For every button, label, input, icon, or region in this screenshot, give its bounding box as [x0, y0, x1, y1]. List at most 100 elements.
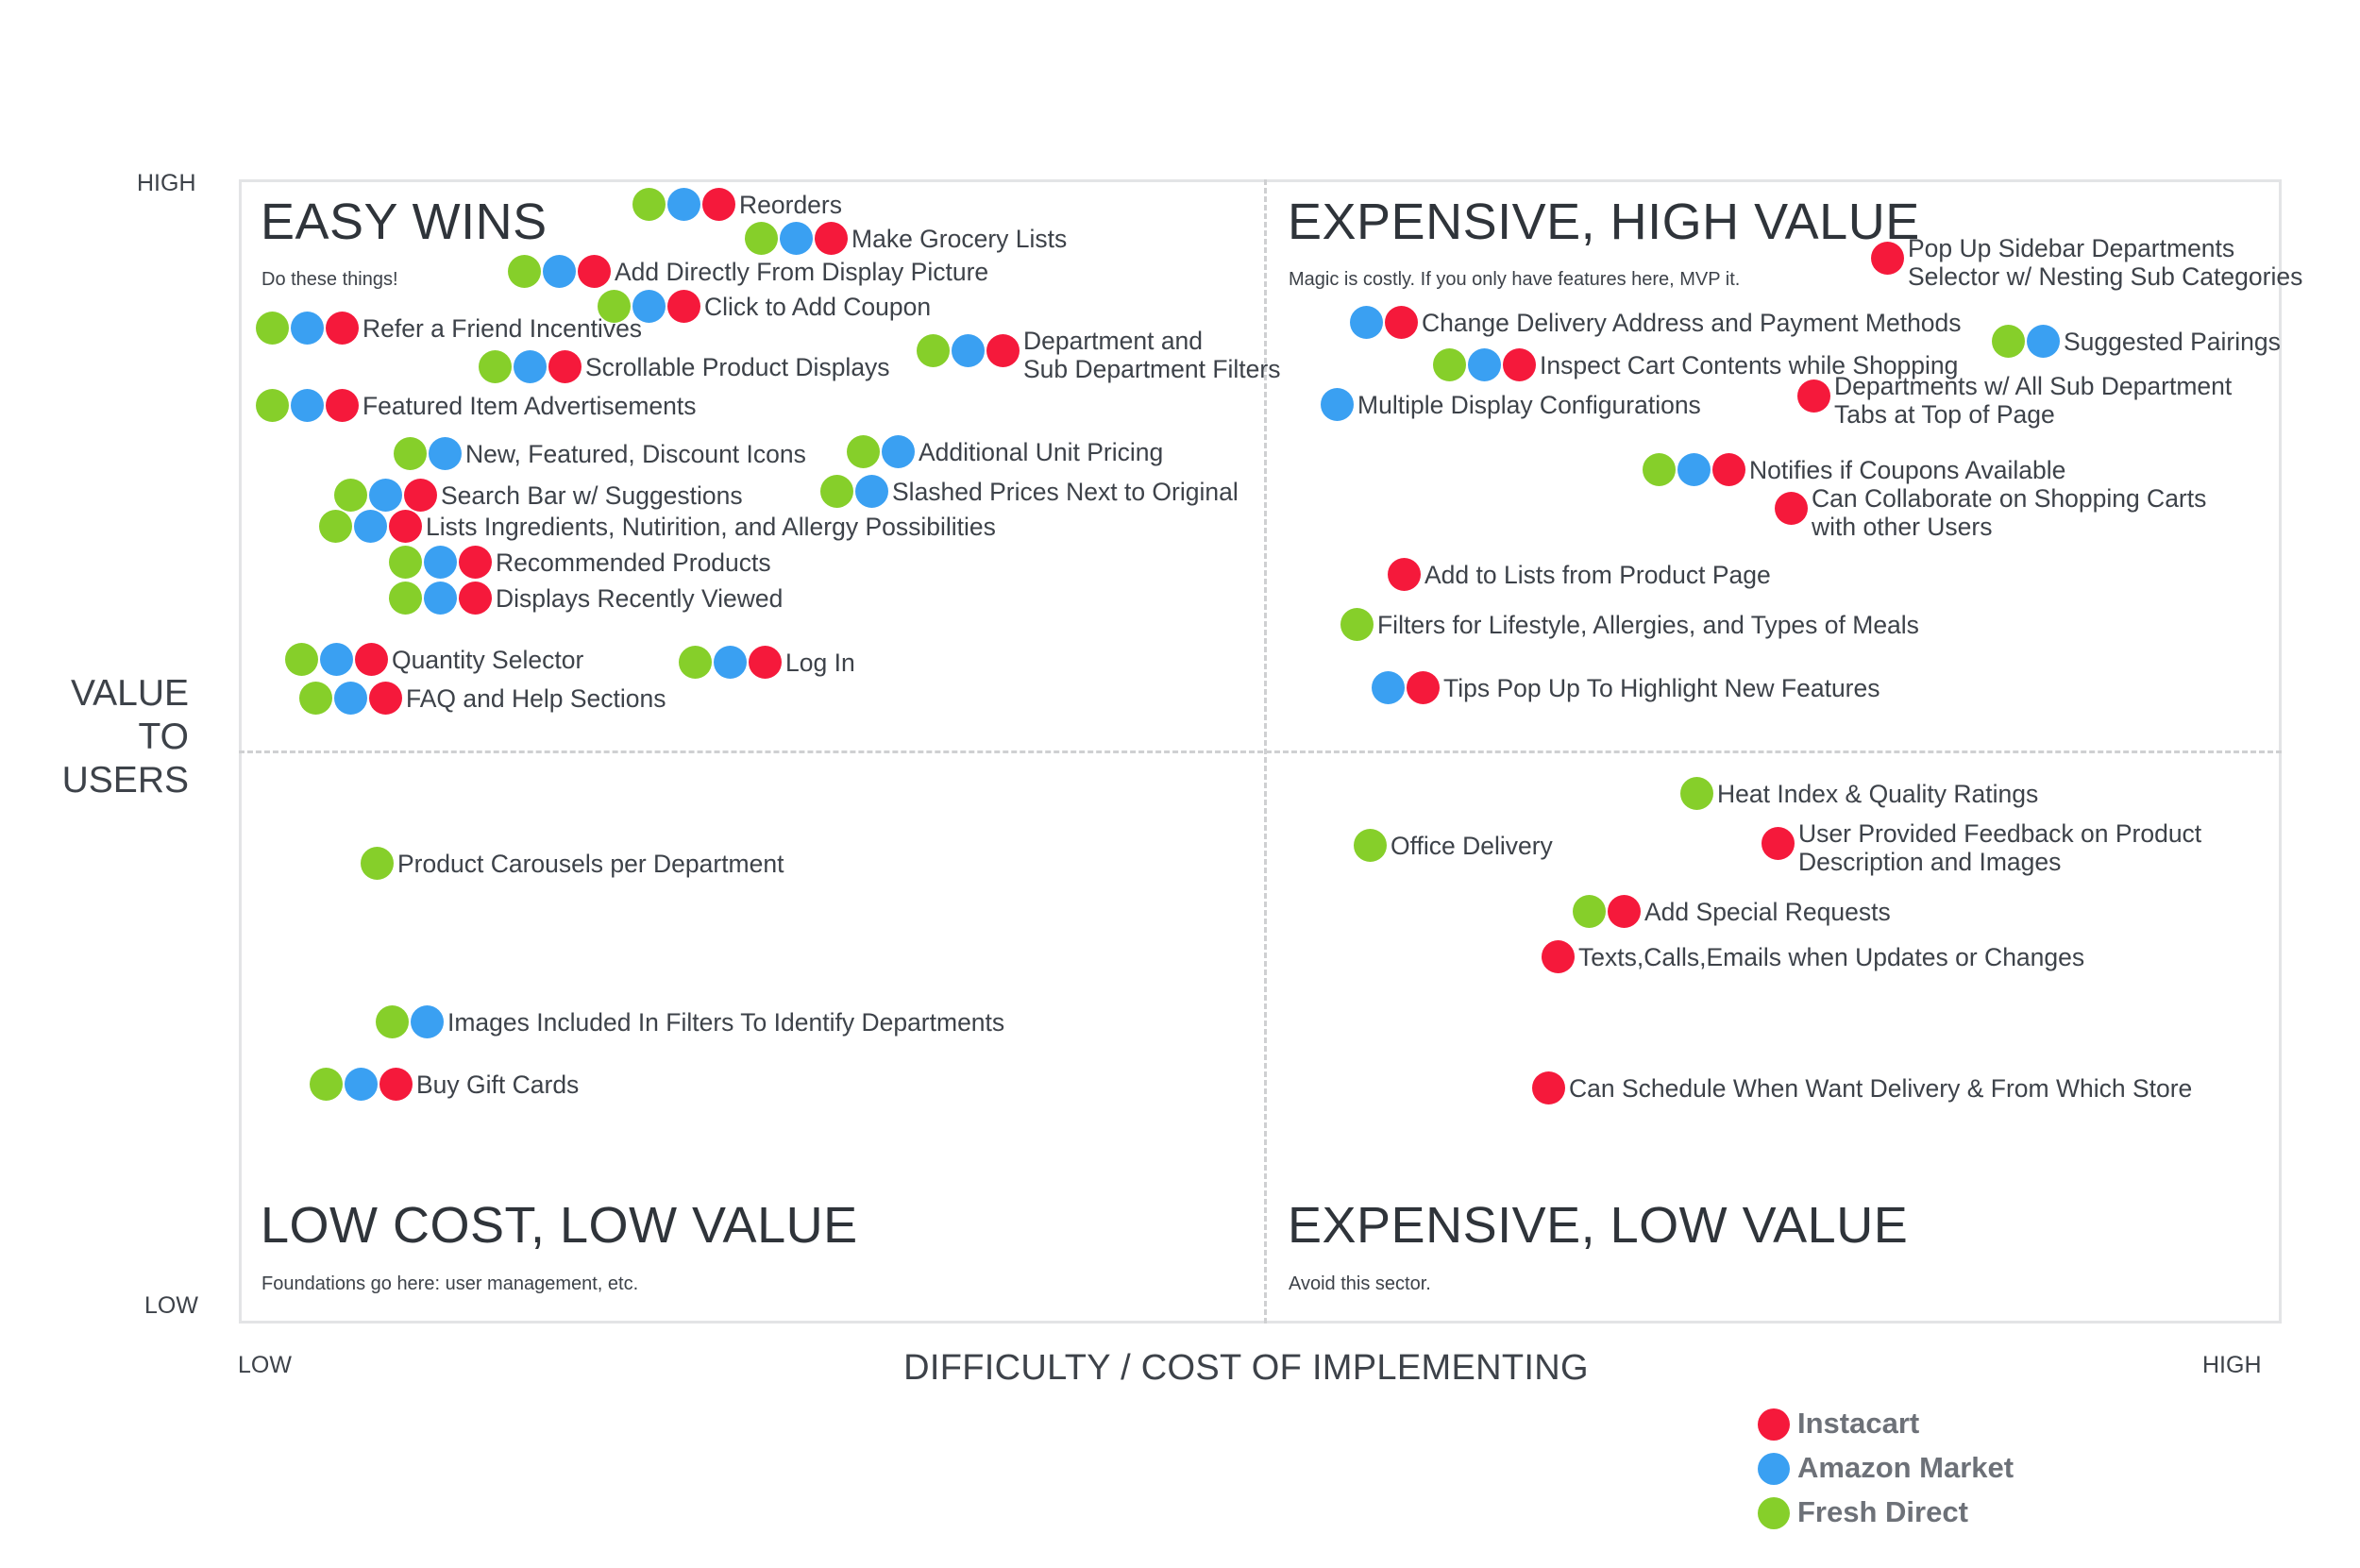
feature-label: Search Bar w/ Suggestions	[441, 481, 743, 510]
feature-label: New, Featured, Discount Icons	[465, 440, 806, 468]
feature-label-line: Change Delivery Address and Payment Meth…	[1422, 309, 1962, 337]
feature-label: Texts,Calls,Emails when Updates or Chang…	[1578, 943, 2084, 971]
freshdirect-dot-icon	[1992, 325, 2025, 358]
freshdirect-dot-icon	[334, 479, 367, 512]
freshdirect-dot-icon	[389, 582, 422, 615]
y-axis-high-label: HIGH	[137, 170, 196, 196]
amazon-dot-icon	[1677, 453, 1711, 486]
feature-label-line: Search Bar w/ Suggestions	[441, 481, 743, 510]
y-axis-low-label: LOW	[144, 1292, 198, 1319]
feature-label: Can Schedule When Want Delivery & From W…	[1569, 1074, 2192, 1103]
freshdirect-dot-icon	[361, 847, 394, 880]
feature-label: Department and Sub Department Filters	[1023, 327, 1280, 383]
feature-label: Make Grocery Lists	[851, 225, 1067, 253]
freshdirect-dot-icon	[1643, 453, 1676, 486]
instacart-dot-icon	[1775, 492, 1808, 525]
feature-label-line: Add Directly From Display Picture	[615, 258, 989, 286]
feature-label: Multiple Display Configurations	[1357, 391, 1701, 419]
instacart-dot-icon	[1385, 306, 1418, 339]
y-axis-title-line: VALUE	[71, 673, 189, 714]
x-axis-title: DIFFICULTY / COST OF IMPLEMENTING	[903, 1348, 1589, 1388]
instacart-dot-icon	[369, 682, 402, 715]
amazon-dot-icon	[291, 389, 324, 422]
quadrant-subtitle-expensive-low-value: Avoid this sector.	[1289, 1273, 1431, 1294]
feature-label-line: Can Schedule When Want Delivery & From W…	[1569, 1074, 2193, 1103]
feature-label-line: Slashed Prices Next to Original	[892, 478, 1239, 506]
feature-label: Featured Item Advertisements	[362, 392, 697, 420]
feature-label: Pop Up Sidebar Departments Selector w/ Ne…	[1908, 234, 2302, 291]
instacart-dot-icon	[986, 334, 1020, 367]
amazon-dot-icon	[1758, 1453, 1790, 1485]
freshdirect-dot-icon	[389, 546, 422, 579]
instacart-dot-icon	[1542, 940, 1575, 973]
feature-label: Inspect Cart Contents while Shopping	[1540, 351, 1958, 379]
freshdirect-dot-icon	[1573, 895, 1606, 928]
freshdirect-dot-icon	[1758, 1497, 1790, 1529]
instacart-dot-icon	[815, 222, 848, 255]
feature-label-line: Reorders	[739, 191, 842, 219]
feature-label-line: Images Included In Filters To Identify D…	[447, 1008, 1005, 1037]
feature-label: Refer a Friend Incentives	[362, 314, 642, 343]
instacart-dot-icon	[459, 546, 492, 579]
amazon-dot-icon	[424, 546, 457, 579]
feature-label: Log In	[785, 649, 855, 677]
feature-label-line: FAQ and Help Sections	[406, 684, 666, 713]
feature-label: Buy Gift Cards	[416, 1071, 579, 1099]
instacart-dot-icon	[404, 479, 437, 512]
freshdirect-dot-icon	[394, 437, 427, 470]
amazon-dot-icon	[855, 475, 888, 508]
freshdirect-dot-icon	[1680, 777, 1713, 810]
amazon-dot-icon	[345, 1068, 378, 1101]
freshdirect-dot-icon	[1340, 608, 1374, 641]
amazon-dot-icon	[780, 222, 813, 255]
feature-label: Displays Recently Viewed	[496, 584, 783, 613]
feature-label: User Provided Feedback on Product Descrip…	[1798, 819, 2201, 876]
feature-label-line: Can Collaborate on Shopping Carts	[1812, 484, 2207, 513]
instacart-dot-icon	[702, 188, 735, 221]
amazon-dot-icon	[354, 510, 387, 543]
feature-label-line: Notifies if Coupons Available	[1749, 456, 2066, 484]
freshdirect-dot-icon	[310, 1068, 343, 1101]
quadrant-subtitle-easy-wins: Do these things!	[261, 269, 398, 290]
amazon-dot-icon	[1372, 671, 1405, 704]
feature-label-line: Refer a Friend Incentives	[362, 314, 643, 343]
freshdirect-dot-icon	[479, 350, 512, 383]
horizontal-divider	[239, 750, 2282, 753]
feature-label-line: Texts,Calls,Emails when Updates or Chang…	[1578, 943, 2085, 971]
y-axis-title: VALUE TO USERS	[38, 672, 189, 802]
freshdirect-dot-icon	[256, 312, 289, 345]
instacart-dot-icon	[1388, 558, 1421, 591]
feature-label-line: Additional Unit Pricing	[919, 438, 1164, 466]
feature-label: Tips Pop Up To Highlight New Features	[1443, 674, 1880, 702]
feature-label-line: Recommended Products	[496, 548, 771, 577]
feature-label-line: Description and Images	[1798, 848, 2062, 876]
feature-label-line: Department and	[1023, 327, 1204, 355]
feature-label: Recommended Products	[496, 548, 771, 577]
freshdirect-dot-icon	[745, 222, 778, 255]
feature-label-line: with other Users	[1812, 513, 1993, 541]
instacart-dot-icon	[1871, 242, 1904, 275]
feature-label: Heat Index & Quality Ratings	[1717, 780, 2038, 808]
y-axis-title-line: TO	[138, 717, 189, 757]
instacart-dot-icon	[355, 643, 388, 676]
x-axis-low-label: LOW	[238, 1352, 292, 1378]
amazon-dot-icon	[1321, 388, 1354, 421]
feature-label-line: Tabs at Top of Page	[1834, 400, 2055, 429]
instacart-dot-icon	[548, 350, 582, 383]
instacart-dot-icon	[389, 510, 422, 543]
amazon-dot-icon	[320, 643, 353, 676]
instacart-dot-icon	[1407, 671, 1440, 704]
instacart-dot-icon	[749, 646, 782, 679]
amazon-dot-icon	[424, 582, 457, 615]
feature-label-line: Filters for Lifestyle, Allergies, and Ty…	[1377, 611, 1919, 639]
instacart-dot-icon	[1758, 1408, 1790, 1441]
instacart-dot-icon	[459, 582, 492, 615]
instacart-dot-icon	[1608, 895, 1641, 928]
feature-label: Suggested Pairings	[2064, 328, 2281, 356]
quadrant-title-easy-wins: EASY WINS	[261, 194, 548, 250]
feature-label: Slashed Prices Next to Original	[892, 478, 1239, 506]
amazon-dot-icon	[543, 255, 576, 288]
feature-label-line: Pop Up Sidebar Departments	[1908, 234, 2235, 262]
feature-label-line: Click to Add Coupon	[704, 293, 932, 321]
feature-label: FAQ and Help Sections	[406, 684, 666, 713]
